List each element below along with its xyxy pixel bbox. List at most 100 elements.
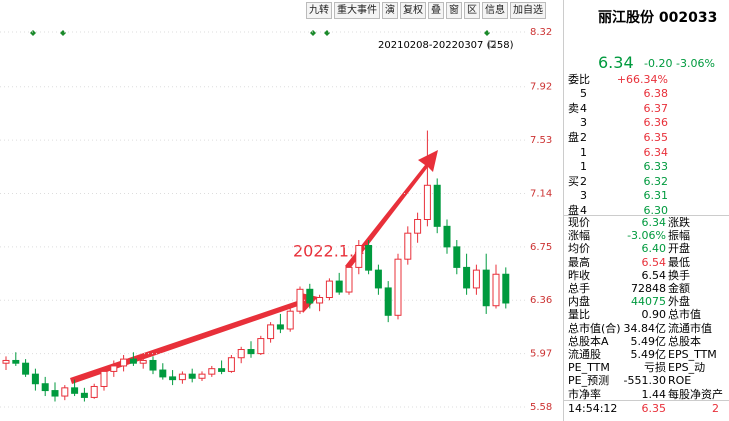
candle-body bbox=[110, 365, 118, 372]
stat-label: 内盘 bbox=[568, 295, 590, 309]
candle-body bbox=[472, 269, 480, 289]
level: 4 bbox=[580, 101, 587, 115]
side-label-row: 买 bbox=[564, 175, 729, 188]
candle-body bbox=[365, 245, 373, 271]
candle-body bbox=[296, 288, 304, 312]
candle-body bbox=[90, 385, 98, 398]
price: 6.36 bbox=[643, 116, 669, 130]
toolbar-button[interactable]: 叠 bbox=[428, 2, 444, 19]
stat-value: 6.34 bbox=[641, 216, 667, 229]
price: 6.38 bbox=[643, 87, 669, 100]
side-label: 盘 bbox=[568, 204, 579, 217]
stat-label: 涨幅 bbox=[568, 229, 590, 243]
y-tick-label: 7.53 bbox=[530, 135, 552, 146]
change-pct: -3.06% bbox=[676, 57, 715, 70]
price: 6.35 bbox=[641, 402, 667, 415]
toolbar-button[interactable]: 演 bbox=[382, 2, 398, 19]
toolbar-button[interactable]: 窗 bbox=[446, 2, 462, 19]
side-label: 买 bbox=[568, 175, 579, 188]
order-row: 2 6.32 bbox=[564, 175, 729, 188]
candle-body bbox=[22, 362, 30, 375]
y-tick-label: 7.14 bbox=[530, 188, 552, 199]
stat-label: PE_预测 bbox=[568, 374, 610, 388]
lock-icon bbox=[488, 40, 496, 48]
toolbar-button[interactable]: 加自选 bbox=[510, 2, 546, 19]
candle-body bbox=[208, 368, 216, 375]
candle-body bbox=[384, 287, 392, 316]
candle-body bbox=[267, 324, 275, 340]
title-row: 丽江股份 002033 bbox=[564, 10, 729, 26]
arrows bbox=[70, 150, 438, 384]
side-label-row: 卖 bbox=[564, 102, 729, 115]
stat-label: 昨收 bbox=[568, 268, 590, 282]
price: 6.35 bbox=[643, 131, 669, 145]
side-label-row: 盘 bbox=[564, 204, 729, 217]
candle-body bbox=[149, 359, 157, 371]
candle-body bbox=[129, 358, 137, 364]
candle-body bbox=[247, 349, 255, 355]
price: 6.34 bbox=[598, 53, 634, 72]
candle-body bbox=[453, 246, 461, 268]
level: 4 bbox=[580, 204, 587, 218]
candle-body bbox=[61, 387, 69, 397]
stat-value: -3.06% bbox=[627, 229, 666, 243]
stat-row: 涨幅 -3.06% 振幅 bbox=[564, 229, 729, 242]
candle-body bbox=[139, 359, 147, 364]
candle-body bbox=[169, 376, 177, 381]
toolbar-button[interactable]: 复权 bbox=[400, 2, 426, 19]
stat-row: PE_TTM 亏损 EPS_动 bbox=[564, 361, 729, 374]
stat-label: 总市值(合) bbox=[568, 321, 621, 335]
stat-value: 5.49亿 bbox=[630, 348, 667, 361]
toolbar-button[interactable]: 信息 bbox=[482, 2, 508, 19]
price: 6.37 bbox=[643, 101, 669, 115]
stat-row: 总手 72848 金额 bbox=[564, 282, 729, 295]
candle-body bbox=[286, 310, 294, 330]
candle-body bbox=[41, 383, 49, 392]
stat-label: 市净率 bbox=[568, 387, 601, 401]
stat-label: 涨跌 bbox=[668, 216, 690, 229]
candle-body bbox=[306, 288, 314, 304]
candle-body bbox=[492, 273, 500, 307]
candle-body bbox=[463, 266, 471, 289]
stat-label: 流通市值 bbox=[668, 321, 712, 335]
candle-body bbox=[51, 390, 59, 397]
stat-value: 44075 bbox=[631, 295, 666, 309]
toolbar-button[interactable]: 九转 bbox=[306, 2, 332, 19]
stat-label: EPS_动 bbox=[668, 361, 706, 375]
order-row: 3 6.36 bbox=[564, 116, 729, 129]
order-row: 1 6.33 bbox=[564, 160, 729, 173]
stat-label: 每股净资产 bbox=[668, 387, 723, 401]
label: 委比 bbox=[568, 73, 590, 86]
value: +66.34% bbox=[616, 73, 668, 86]
candle-body bbox=[414, 219, 422, 234]
stat-label: 量比 bbox=[568, 308, 590, 322]
stat-value: 0.90 bbox=[641, 308, 667, 322]
candle-body bbox=[227, 357, 235, 372]
side-label-row: 盘 bbox=[564, 131, 729, 144]
level: 3 bbox=[580, 116, 587, 130]
stat-row: 量比 0.90 总市值 bbox=[564, 308, 729, 321]
stat-row: 均价 6.40 开盘 bbox=[564, 242, 729, 255]
stat-label: EPS_TTM bbox=[668, 348, 717, 361]
stat-label: 流通股 bbox=[568, 348, 601, 361]
candle-body bbox=[71, 387, 79, 394]
candle-body bbox=[276, 324, 284, 330]
stat-label: 金额 bbox=[668, 282, 690, 295]
stat-label: ROE bbox=[668, 374, 692, 388]
range-label: 20210208-20220307 (258) bbox=[378, 40, 514, 51]
stat-row: 流通股 5.49亿 EPS_TTM bbox=[564, 348, 729, 361]
stock-title: 丽江股份 002033 bbox=[598, 10, 718, 26]
stat-value: 34.84亿 bbox=[623, 321, 667, 335]
stat-row: PE_预测 -551.30 ROE bbox=[564, 374, 729, 387]
price: 6.31 bbox=[643, 189, 669, 203]
toolbar-button[interactable]: 区 bbox=[464, 2, 480, 19]
stat-label: 开盘 bbox=[668, 242, 690, 256]
price-row: 6.34 -0.20 -3.06% bbox=[564, 54, 729, 72]
candle-body bbox=[404, 232, 412, 260]
stat-row: 总市值(合) 34.84亿 流通市值 bbox=[564, 322, 729, 335]
toolbar-button[interactable]: 重大事件 bbox=[334, 2, 380, 19]
stat-label: 最低 bbox=[668, 255, 690, 269]
candle-body bbox=[257, 338, 265, 355]
candle-body bbox=[2, 359, 10, 364]
stat-row: 最高 6.54 最低 bbox=[564, 256, 729, 269]
